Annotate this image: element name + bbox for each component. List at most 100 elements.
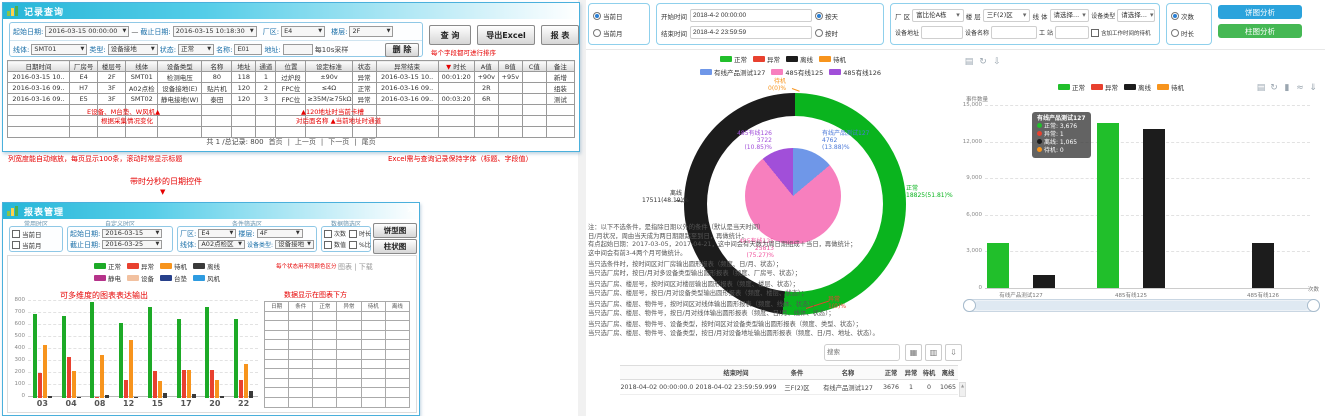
legend-item[interactable]: 风机 [193, 273, 220, 283]
bar-待机[interactable] [129, 340, 134, 398]
legend-item[interactable]: 异常 [127, 261, 154, 271]
legend-item[interactable]: 正常 [720, 54, 747, 64]
legend-item[interactable]: 485有线125 [771, 67, 823, 77]
column-header[interactable]: 结束时间 [694, 365, 778, 380]
column-header[interactable]: 厂房号 [69, 60, 99, 72]
table-row[interactable]: 2016-03-15 10.. E4 2F SMT01 检测电压 80 118 1 过炉段 ±90… [6, 71, 576, 83]
bar-离线[interactable] [134, 396, 139, 398]
bar-离线[interactable] [191, 394, 196, 398]
download-icon[interactable]: ⇩ [993, 57, 1001, 67]
column-header[interactable]: 楼层号 [97, 60, 127, 72]
start-date-picker[interactable]: 2016-03-15 00:00:00 [45, 26, 130, 37]
bar-异常[interactable] [37, 372, 42, 398]
column-header[interactable]: 异常结束 [375, 60, 439, 72]
datazoom-handle-left[interactable] [963, 299, 976, 312]
bar-异常[interactable] [152, 371, 157, 398]
pie-chart-button[interactable]: 饼型图 [373, 223, 417, 238]
bar-正常[interactable] [234, 319, 239, 398]
report-end-date[interactable]: 2016-03-25 [102, 240, 163, 249]
bar-正常[interactable] [90, 302, 95, 398]
bar-异常[interactable] [239, 380, 244, 398]
report-button[interactable]: 报 表 [541, 25, 579, 45]
name-input[interactable] [234, 44, 263, 55]
column-header[interactable]: C值 [521, 60, 547, 72]
bar-离线[interactable] [249, 390, 254, 398]
factory-select[interactable]: 富比伦A栋 [912, 9, 964, 22]
legend-item[interactable]: 异常 [1091, 82, 1118, 92]
bar-待机[interactable] [100, 355, 105, 398]
column-header[interactable]: 日期时间 [6, 60, 71, 72]
columns-icon[interactable]: ▥ [925, 344, 942, 361]
bar-待机[interactable] [71, 371, 76, 398]
bar-正常[interactable] [147, 307, 152, 398]
address-input[interactable] [282, 44, 313, 55]
line-pie[interactable] [745, 148, 841, 244]
result-row[interactable]: 2018-04-02 00:00:00.0 2018-04-02 23:59:59… [620, 379, 958, 395]
column-header[interactable]: 线体 [125, 60, 159, 72]
bar-待机[interactable] [186, 370, 191, 398]
export-icon[interactable]: ⇩ [945, 344, 962, 361]
bar-待机[interactable] [157, 381, 162, 398]
legend-item[interactable]: 离线 [193, 261, 220, 271]
legend-item[interactable]: 离线 [786, 54, 813, 64]
bar-离线[interactable] [105, 395, 110, 398]
bar-离线[interactable] [220, 395, 225, 398]
count-radio[interactable] [1171, 11, 1179, 20]
chart-download-toolbar[interactable]: 图表 | 下载 [338, 263, 373, 271]
column-header[interactable]: 正常 [880, 365, 902, 380]
bar-正常[interactable] [987, 243, 1009, 288]
export-excel-button[interactable]: 导出Excel [477, 25, 535, 45]
bar-离线[interactable] [76, 396, 81, 398]
legend-item[interactable]: 485有线126 [829, 67, 881, 77]
save-image-icon[interactable]: ⇓ [1309, 83, 1317, 93]
column-header[interactable]: 名称 [816, 365, 880, 380]
column-header[interactable]: 地址 [231, 60, 257, 72]
count-checkbox[interactable] [324, 229, 332, 238]
column-header[interactable]: 备注 [545, 60, 576, 72]
bar-异常[interactable] [210, 370, 215, 398]
bar-异常[interactable] [95, 397, 100, 398]
bar-正常[interactable] [119, 323, 124, 398]
line-select[interactable]: SMT01 [31, 44, 88, 55]
column-header[interactable]: 设定标准 [305, 60, 353, 72]
current-month-checkbox[interactable] [12, 240, 20, 249]
restore-icon[interactable]: ↻ [1270, 83, 1278, 93]
datazoom-track[interactable] [974, 301, 1309, 310]
standby-checkbox[interactable] [1090, 28, 1099, 37]
close-icon[interactable]: ✕ [406, 206, 415, 216]
report-line-select[interactable]: A02点检区 [198, 240, 246, 249]
value-checkbox[interactable] [324, 240, 332, 249]
start-time-input[interactable] [690, 9, 812, 22]
column-header[interactable]: 名称 [201, 60, 233, 72]
current-day-checkbox[interactable] [12, 229, 20, 238]
column-header[interactable]: 位置 [275, 60, 307, 72]
bar-正常[interactable] [1097, 123, 1119, 288]
bar-离线[interactable] [162, 393, 167, 398]
column-header[interactable]: B值 [497, 60, 523, 72]
column-header[interactable]: ▼ 时长 [437, 60, 475, 72]
bar-正常[interactable] [205, 307, 210, 398]
legend-item[interactable]: 设备 [127, 273, 154, 283]
legend-item[interactable]: 待机 [819, 54, 846, 64]
bar-异常[interactable] [181, 370, 186, 398]
datazoom-handle-right[interactable] [1307, 299, 1320, 312]
legend-item[interactable]: 异常 [753, 54, 780, 64]
table-row[interactable]: 2016-03-16 09.. H7 3F A02点检 设备接地(E) 贴片机 120 2 FP… [6, 82, 576, 94]
query-button[interactable]: 查 询 [429, 25, 471, 45]
bar-待机[interactable] [244, 364, 249, 398]
end-time-input[interactable] [690, 26, 812, 39]
legend-item[interactable]: 正常 [1058, 82, 1085, 92]
bar-analysis-button[interactable]: 柱图分析 [1218, 24, 1302, 38]
refresh-icon[interactable]: ↻ [979, 57, 987, 67]
datazoom-slider[interactable] [963, 299, 1320, 312]
duration-radio[interactable] [1171, 28, 1179, 37]
bar-离线[interactable] [1143, 129, 1165, 288]
legend-item[interactable]: 有线产品测试127 [700, 67, 765, 77]
legend-item[interactable]: 离线 [1124, 82, 1151, 92]
pagination-first[interactable]: 首页 [268, 138, 283, 146]
legend-item[interactable]: 静电 [94, 273, 121, 283]
line-switch-icon[interactable]: ≈ [1296, 83, 1304, 93]
bar-离线[interactable] [1252, 242, 1274, 288]
legend-item[interactable]: 台垫 [160, 273, 187, 283]
report-factory-select[interactable]: E4 [198, 229, 237, 238]
